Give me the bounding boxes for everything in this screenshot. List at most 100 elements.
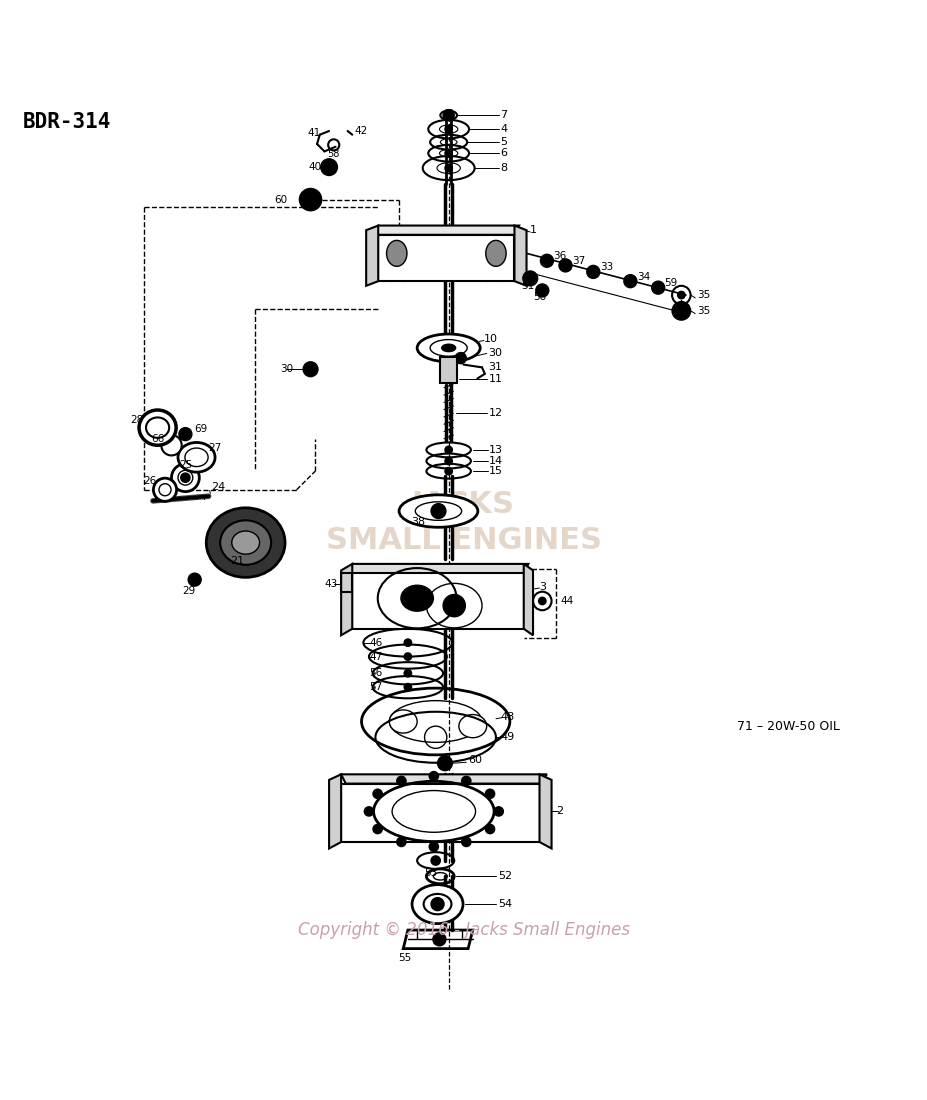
Bar: [440, 358, 457, 383]
Text: 36: 36: [553, 251, 566, 261]
Circle shape: [652, 282, 665, 294]
Polygon shape: [341, 564, 352, 636]
Circle shape: [445, 150, 452, 157]
Ellipse shape: [389, 710, 417, 733]
Text: 66: 66: [151, 433, 164, 443]
Text: 40: 40: [309, 162, 322, 172]
Text: 44: 44: [561, 596, 574, 606]
Text: 7: 7: [501, 110, 508, 120]
Circle shape: [587, 265, 600, 278]
Circle shape: [397, 777, 406, 785]
Text: 33: 33: [600, 262, 613, 273]
Circle shape: [539, 597, 546, 605]
Text: 35: 35: [697, 290, 710, 300]
Polygon shape: [352, 573, 524, 629]
Text: 47: 47: [369, 651, 382, 661]
Text: 21: 21: [230, 557, 244, 566]
Circle shape: [536, 284, 549, 297]
Polygon shape: [329, 774, 341, 848]
Text: 58: 58: [533, 292, 546, 301]
Circle shape: [433, 933, 446, 946]
Text: Copyright © 2016 - Jacks Small Engines: Copyright © 2016 - Jacks Small Engines: [298, 921, 629, 939]
Text: 52: 52: [498, 871, 512, 881]
Circle shape: [494, 806, 503, 816]
Text: 5: 5: [501, 138, 508, 147]
Ellipse shape: [399, 495, 478, 527]
Text: 8: 8: [501, 163, 508, 173]
Text: 43: 43: [324, 580, 337, 590]
Ellipse shape: [387, 241, 407, 266]
Text: 6: 6: [501, 148, 508, 158]
Text: 31: 31: [489, 362, 502, 373]
Text: 53: 53: [425, 868, 438, 878]
Circle shape: [321, 158, 337, 176]
Bar: [341, 573, 352, 592]
Circle shape: [445, 125, 452, 133]
Text: 12: 12: [489, 408, 502, 418]
Text: 37: 37: [572, 256, 585, 266]
Circle shape: [672, 301, 691, 320]
Circle shape: [431, 504, 446, 518]
Circle shape: [431, 898, 444, 911]
Text: 41: 41: [308, 128, 321, 138]
Text: JACKS
SMALL ENGINES: JACKS SMALL ENGINES: [325, 490, 602, 554]
Circle shape: [303, 362, 318, 376]
Circle shape: [179, 428, 192, 441]
Text: 30: 30: [489, 349, 502, 359]
Text: 57: 57: [369, 682, 382, 692]
Polygon shape: [349, 564, 528, 573]
Polygon shape: [341, 774, 547, 783]
Text: 24: 24: [211, 482, 225, 492]
Ellipse shape: [161, 436, 182, 455]
Text: 35: 35: [697, 306, 710, 316]
Circle shape: [540, 254, 553, 267]
Ellipse shape: [153, 478, 176, 502]
Ellipse shape: [206, 508, 286, 578]
Circle shape: [443, 110, 454, 121]
Circle shape: [429, 771, 438, 781]
Circle shape: [445, 164, 452, 172]
Ellipse shape: [232, 531, 260, 554]
Text: 58: 58: [327, 150, 339, 160]
Circle shape: [486, 824, 495, 834]
Text: 10: 10: [484, 333, 498, 343]
Text: 42: 42: [354, 126, 367, 136]
Circle shape: [373, 789, 382, 799]
Text: 26: 26: [144, 476, 157, 486]
Text: 60: 60: [468, 756, 482, 766]
Text: 71 – 20W-50 OIL: 71 – 20W-50 OIL: [737, 719, 840, 733]
Text: 30: 30: [280, 364, 293, 374]
Circle shape: [455, 352, 466, 364]
Circle shape: [364, 806, 374, 816]
Polygon shape: [366, 226, 378, 286]
Text: 46: 46: [369, 638, 382, 648]
Text: 14: 14: [489, 456, 502, 466]
Circle shape: [445, 458, 452, 464]
Text: 4: 4: [501, 124, 508, 134]
Polygon shape: [341, 783, 540, 842]
Polygon shape: [524, 564, 533, 636]
Circle shape: [373, 824, 382, 834]
Circle shape: [299, 188, 322, 211]
Text: 28: 28: [130, 415, 143, 426]
Circle shape: [429, 842, 438, 851]
Ellipse shape: [171, 464, 199, 492]
Text: 51: 51: [521, 280, 534, 290]
Circle shape: [404, 670, 412, 676]
Text: 1: 1: [530, 226, 538, 235]
Polygon shape: [514, 226, 527, 286]
Ellipse shape: [417, 334, 480, 362]
Text: 11: 11: [489, 374, 502, 384]
Circle shape: [438, 756, 452, 771]
Text: 2: 2: [556, 806, 564, 816]
Circle shape: [486, 789, 495, 799]
Text: 54: 54: [498, 899, 512, 909]
Circle shape: [445, 468, 452, 475]
Text: 38: 38: [412, 517, 425, 527]
Text: 27: 27: [209, 443, 222, 453]
Ellipse shape: [486, 241, 506, 266]
Text: 69: 69: [195, 425, 208, 435]
Text: 13: 13: [489, 444, 502, 455]
Circle shape: [404, 639, 412, 647]
Circle shape: [678, 292, 685, 299]
